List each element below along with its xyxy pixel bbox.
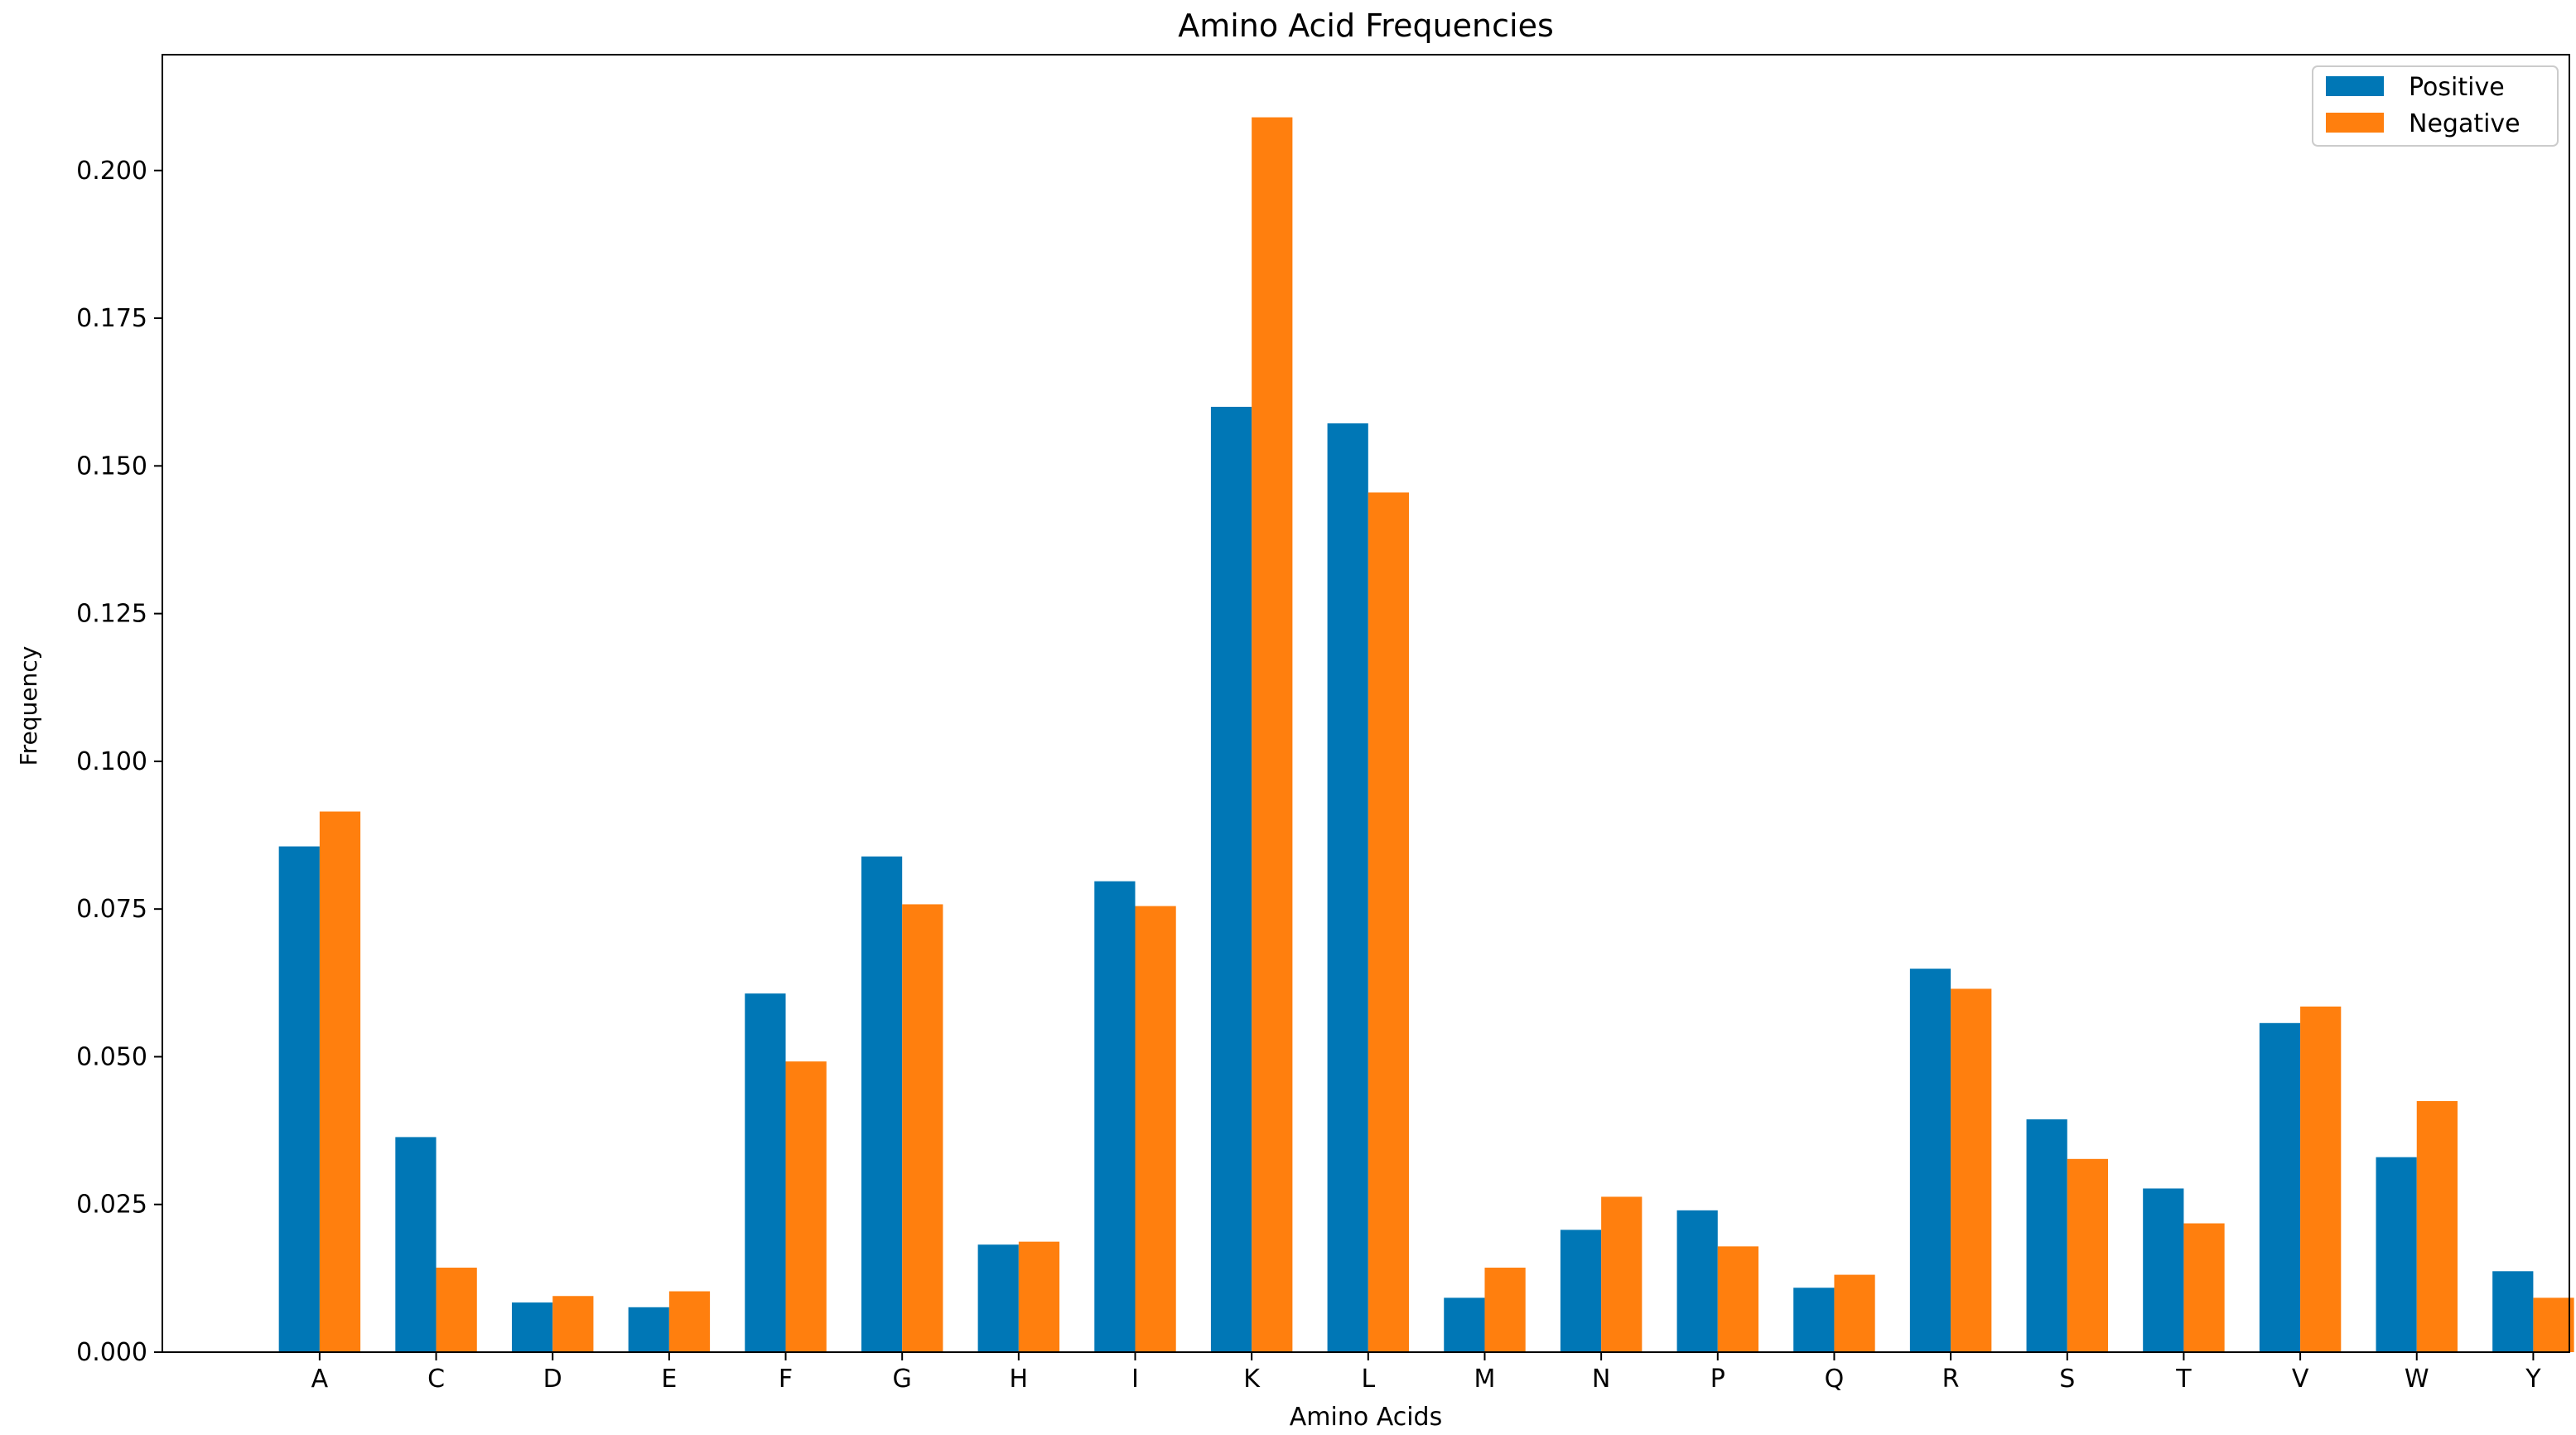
bar-negative-Y — [2533, 1297, 2574, 1352]
x-tick-label: K — [1243, 1365, 1261, 1394]
bar-positive-W — [2376, 1157, 2417, 1352]
bar-negative-I — [1135, 906, 1176, 1352]
x-tick-label: E — [661, 1365, 677, 1394]
bar-negative-K — [1252, 117, 1293, 1352]
bar-negative-G — [902, 904, 943, 1352]
x-tick-label: S — [2059, 1365, 2075, 1394]
y-tick-label: 0.025 — [76, 1191, 147, 1220]
bar-negative-V — [2300, 1006, 2342, 1352]
x-tick-label: R — [1942, 1365, 1960, 1394]
bar-negative-F — [785, 1061, 827, 1352]
x-tick-label: I — [1131, 1365, 1139, 1394]
bar-positive-A — [278, 846, 320, 1352]
y-axis-label: Frequency — [15, 646, 42, 766]
legend-swatch-negative — [2326, 113, 2384, 133]
legend-label-negative: Negative — [2409, 109, 2521, 138]
bar-negative-L — [1368, 492, 1410, 1353]
bar-positive-C — [395, 1137, 437, 1352]
bar-positive-F — [745, 993, 786, 1352]
x-tick-label: A — [311, 1365, 329, 1394]
y-tick-label: 0.200 — [76, 157, 147, 186]
x-tick-label: F — [779, 1365, 793, 1394]
bar-negative-Q — [1834, 1274, 1875, 1352]
bar-negative-N — [1601, 1196, 1643, 1352]
bar-positive-D — [511, 1302, 553, 1352]
bar-negative-E — [668, 1291, 711, 1352]
bar-positive-L — [1327, 423, 1368, 1352]
bar-positive-V — [2259, 1022, 2301, 1352]
bar-positive-G — [861, 856, 903, 1352]
y-tick-label: 0.050 — [76, 1042, 147, 1071]
bar-positive-S — [2026, 1119, 2067, 1352]
x-tick-label: N — [1592, 1365, 1610, 1394]
x-tick-label: L — [1361, 1365, 1375, 1394]
x-tick-label: G — [893, 1365, 912, 1394]
x-tick-label: Q — [1825, 1365, 1845, 1394]
bar-negative-R — [1951, 988, 1992, 1352]
y-tick-label: 0.000 — [76, 1338, 147, 1367]
chart-title: Amino Acid Frequencies — [1178, 7, 1554, 44]
bar-positive-R — [1909, 969, 1951, 1352]
bar-negative-M — [1484, 1268, 1526, 1352]
x-tick-label: H — [1010, 1365, 1029, 1394]
plot-frame — [162, 54, 2570, 1353]
bar-positive-M — [1444, 1297, 1485, 1352]
y-tick-label: 0.175 — [76, 304, 147, 333]
bar-negative-D — [552, 1296, 594, 1352]
bar-positive-Y — [2492, 1271, 2534, 1352]
x-tick-label: P — [1710, 1365, 1725, 1394]
x-tick-label: T — [2175, 1365, 2192, 1394]
x-tick-label: M — [1474, 1365, 1496, 1394]
x-tick-label: C — [427, 1365, 445, 1394]
legend-label-positive: Positive — [2409, 73, 2505, 102]
bar-positive-E — [628, 1307, 669, 1352]
bar-negative-C — [436, 1268, 477, 1352]
y-tick-label: 0.100 — [76, 747, 147, 776]
bar-positive-I — [1094, 881, 1136, 1352]
y-tick-label: 0.075 — [76, 895, 147, 924]
legend-swatch-positive — [2326, 76, 2384, 96]
bar-negative-P — [1717, 1246, 1759, 1352]
bar-positive-Q — [1793, 1288, 1835, 1352]
bar-negative-A — [319, 811, 361, 1352]
x-axis-label: Amino Acids — [1290, 1403, 1442, 1432]
bar-positive-P — [1676, 1210, 1718, 1352]
bar-positive-N — [1560, 1230, 1602, 1352]
x-tick-label: V — [2292, 1365, 2309, 1394]
x-tick-label: Y — [2525, 1365, 2541, 1394]
bar-negative-H — [1018, 1241, 1060, 1352]
x-tick-label: D — [543, 1365, 562, 1394]
y-tick-label: 0.150 — [76, 452, 147, 481]
bar-negative-S — [2067, 1158, 2108, 1352]
bar-positive-H — [977, 1244, 1019, 1352]
y-tick-label: 0.125 — [76, 600, 147, 629]
bar-positive-K — [1210, 407, 1252, 1353]
x-tick-label: W — [2405, 1365, 2429, 1394]
bar-positive-T — [2143, 1188, 2184, 1352]
legend: Positive Negative — [2312, 65, 2559, 147]
bar-negative-T — [2183, 1223, 2225, 1352]
bar-negative-W — [2416, 1100, 2458, 1352]
